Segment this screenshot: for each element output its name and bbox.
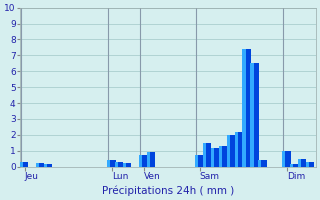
Bar (235, 132, 237, 167)
Bar (203, 143, 206, 167)
Bar (20, 162, 23, 167)
Bar (147, 152, 150, 167)
Bar (298, 159, 301, 167)
Bar (260, 160, 267, 167)
Bar (227, 135, 230, 167)
Bar (308, 162, 315, 167)
Bar (252, 63, 259, 167)
Bar (211, 148, 214, 167)
Bar (125, 163, 132, 167)
Bar (195, 155, 198, 167)
Bar (228, 135, 235, 167)
X-axis label: Précipitations 24h ( mm ): Précipitations 24h ( mm ) (102, 185, 234, 196)
Bar (243, 49, 245, 167)
Bar (284, 151, 291, 167)
Bar (107, 160, 110, 167)
Bar (290, 164, 293, 167)
Bar (123, 163, 126, 167)
Bar (196, 155, 203, 167)
Bar (45, 164, 52, 167)
Bar (115, 162, 118, 167)
Bar (140, 155, 147, 167)
Bar (244, 49, 251, 167)
Bar (292, 164, 299, 167)
Bar (212, 148, 219, 167)
Bar (282, 151, 285, 167)
Bar (204, 143, 211, 167)
Bar (148, 152, 155, 167)
Bar (21, 162, 28, 167)
Bar (36, 163, 39, 167)
Bar (109, 160, 116, 167)
Bar (306, 162, 309, 167)
Bar (259, 160, 261, 167)
Bar (139, 155, 142, 167)
Bar (37, 163, 44, 167)
Bar (300, 159, 307, 167)
Bar (44, 164, 47, 167)
Bar (236, 132, 243, 167)
Bar (251, 63, 253, 167)
Bar (220, 146, 227, 167)
Bar (219, 146, 222, 167)
Bar (117, 162, 124, 167)
